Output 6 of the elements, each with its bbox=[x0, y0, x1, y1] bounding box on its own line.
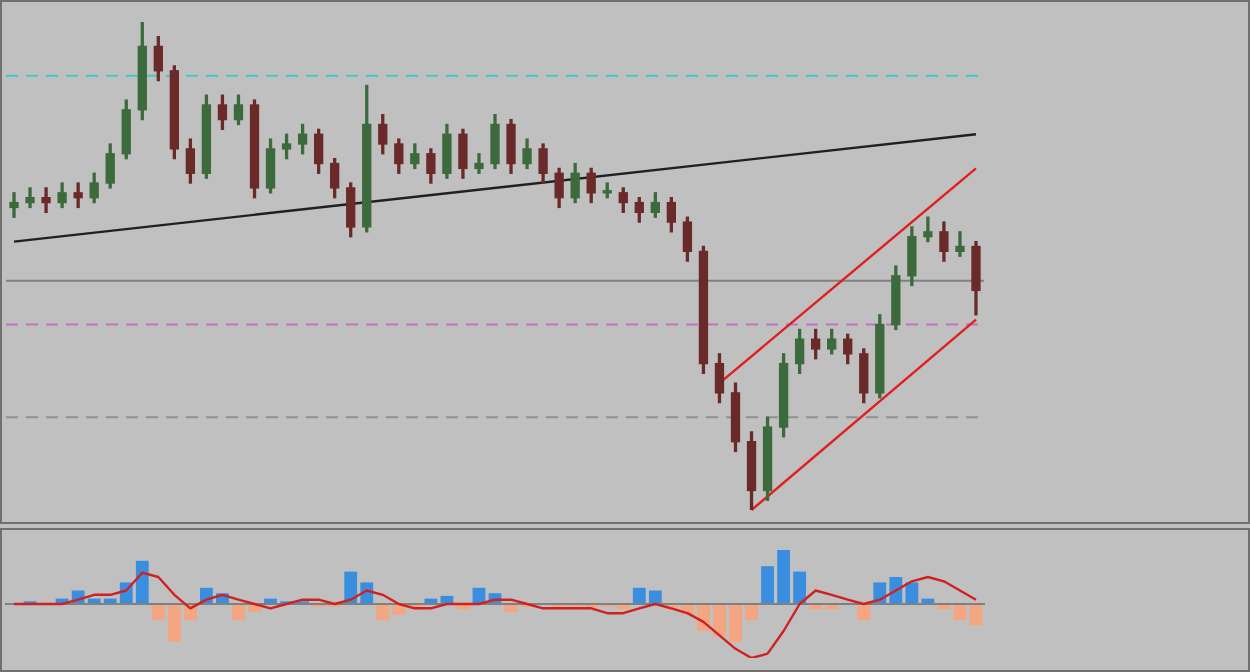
candlestick bbox=[73, 182, 83, 209]
candlestick bbox=[955, 231, 965, 257]
bar bbox=[857, 604, 871, 621]
candlestick bbox=[41, 187, 51, 213]
bar bbox=[969, 604, 983, 626]
candlestick bbox=[9, 192, 19, 218]
